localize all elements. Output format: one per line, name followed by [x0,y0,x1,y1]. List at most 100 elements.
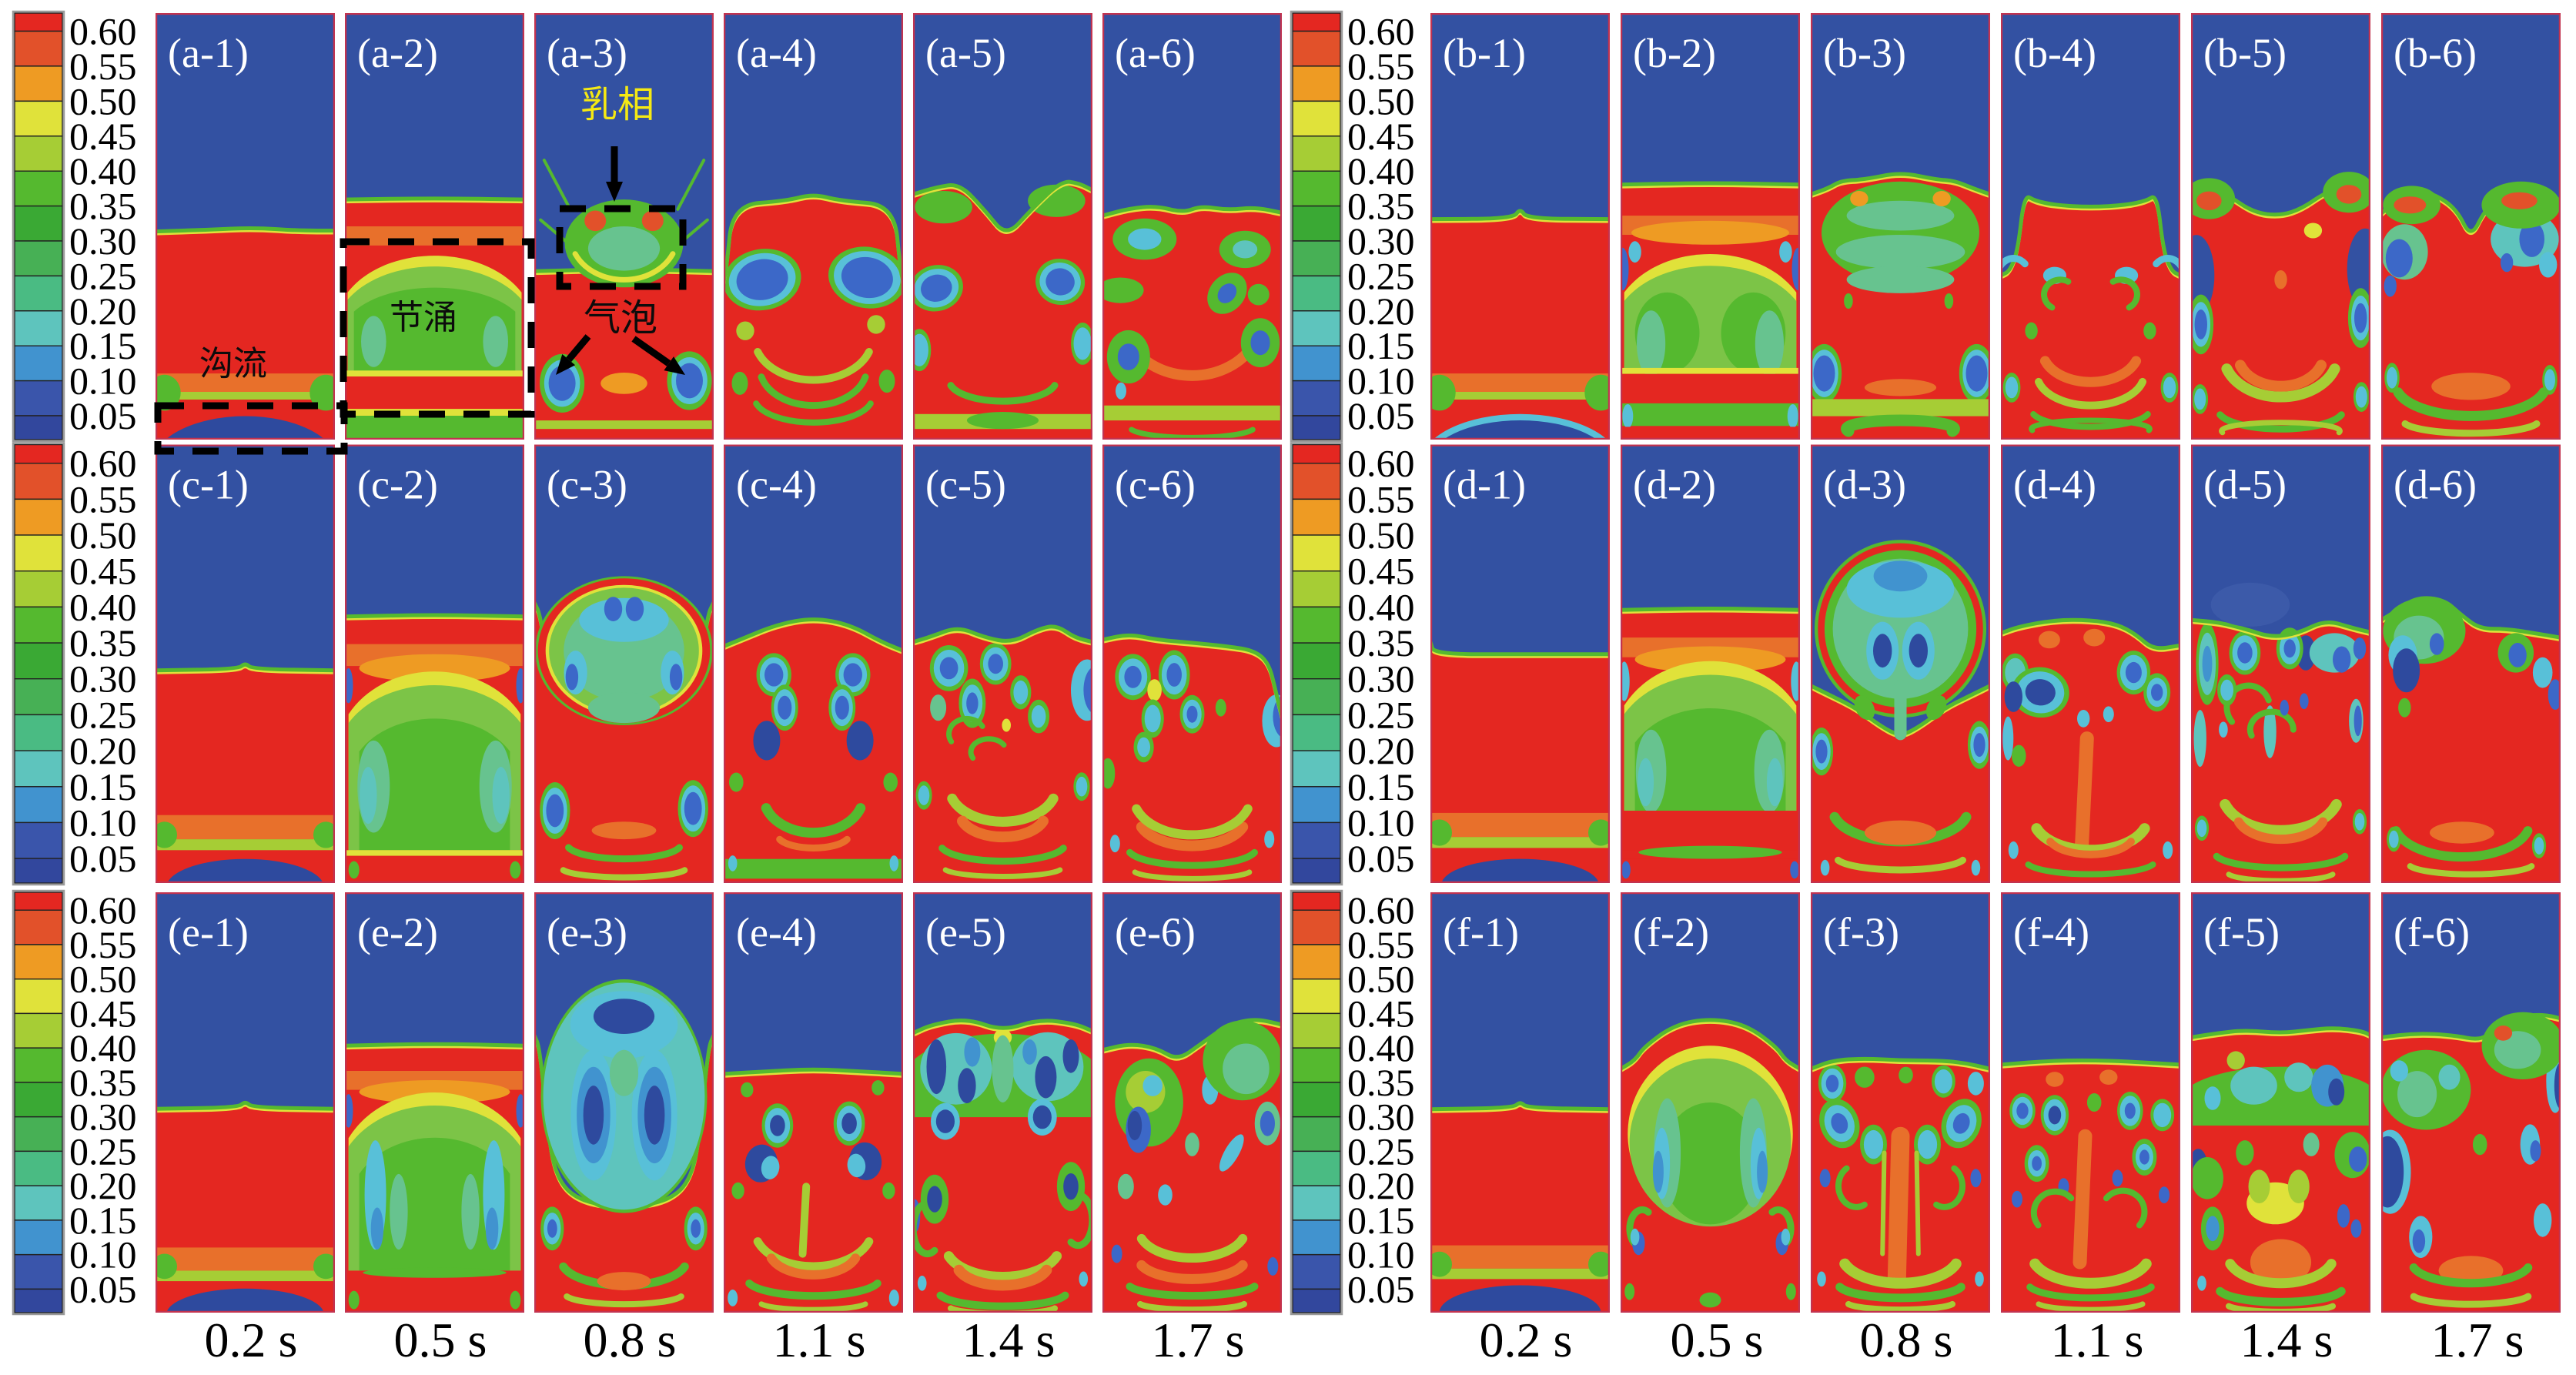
svg-text:0.40: 0.40 [69,149,137,192]
svg-text:(c-1): (c-1) [168,462,249,508]
svg-text:(b-5): (b-5) [2203,30,2287,76]
svg-text:(f-1): (f-1) [1443,909,1519,955]
svg-text:0.10: 0.10 [1347,360,1415,403]
svg-text:0.40: 0.40 [1347,1026,1415,1069]
svg-text:沟流: 沟流 [199,345,267,383]
svg-text:0.50: 0.50 [1347,958,1415,1001]
svg-text:0.10: 0.10 [69,1233,137,1276]
svg-text:0.15: 0.15 [1347,1199,1415,1242]
svg-text:(c-4): (c-4) [736,462,817,508]
svg-text:1.7 s: 1.7 s [1152,1313,1245,1367]
svg-text:(c-6): (c-6) [1115,462,1196,508]
svg-text:0.55: 0.55 [1347,923,1415,966]
svg-text:(b-6): (b-6) [2394,30,2477,76]
svg-text:0.25: 0.25 [69,1129,137,1173]
svg-text:0.45: 0.45 [69,115,137,158]
svg-text:0.55: 0.55 [1347,477,1415,520]
svg-text:(d-3): (d-3) [1823,462,1906,508]
svg-text:(a-1): (a-1) [168,30,249,76]
svg-text:0.25: 0.25 [1347,1129,1415,1173]
svg-text:(c-3): (c-3) [547,462,627,508]
svg-text:0.60: 0.60 [1347,888,1415,932]
svg-text:0.05: 0.05 [69,1267,137,1310]
svg-text:0.2 s: 0.2 s [1480,1313,1573,1367]
svg-text:0.60: 0.60 [69,10,137,53]
svg-text:0.15: 0.15 [69,1199,137,1242]
svg-text:0.50: 0.50 [69,79,137,122]
svg-text:0.30: 0.30 [1347,1096,1415,1139]
svg-text:(d-1): (d-1) [1443,462,1526,508]
svg-text:0.05: 0.05 [69,394,137,437]
svg-text:(d-5): (d-5) [2203,462,2287,508]
svg-text:0.50: 0.50 [1347,79,1415,122]
svg-text:0.40: 0.40 [1347,149,1415,192]
svg-text:(c-5): (c-5) [925,462,1006,508]
svg-text:0.40: 0.40 [1347,585,1415,628]
svg-text:(b-3): (b-3) [1823,30,1906,76]
svg-text:(b-2): (b-2) [1633,30,1716,76]
svg-text:0.10: 0.10 [69,360,137,403]
svg-text:0.60: 0.60 [69,442,137,485]
svg-text:(f-6): (f-6) [2394,909,2470,955]
svg-text:0.60: 0.60 [1347,10,1415,53]
svg-text:1.1 s: 1.1 s [2051,1313,2144,1367]
svg-text:0.30: 0.30 [69,1096,137,1139]
svg-text:0.45: 0.45 [1347,550,1415,593]
svg-text:(e-3): (e-3) [547,909,627,955]
svg-text:0.20: 0.20 [1347,1164,1415,1207]
svg-text:0.15: 0.15 [69,765,137,808]
svg-text:(b-4): (b-4) [2013,30,2096,76]
svg-text:0.50: 0.50 [1347,514,1415,557]
svg-text:0.55: 0.55 [69,45,137,88]
svg-text:0.8 s: 0.8 s [584,1313,677,1367]
svg-text:0.50: 0.50 [69,514,137,557]
svg-text:0.55: 0.55 [69,477,137,520]
svg-text:1.4 s: 1.4 s [962,1313,1055,1367]
svg-text:0.8 s: 0.8 s [1860,1313,1953,1367]
svg-text:1.7 s: 1.7 s [2431,1313,2524,1367]
svg-text:气泡: 气泡 [584,298,657,339]
svg-text:0.40: 0.40 [69,585,137,628]
svg-text:0.35: 0.35 [69,1061,137,1104]
svg-text:(a-5): (a-5) [925,30,1006,76]
svg-text:0.15: 0.15 [1347,765,1415,808]
svg-text:(e-6): (e-6) [1115,909,1196,955]
svg-text:0.2 s: 0.2 s [205,1313,298,1367]
svg-text:0.55: 0.55 [69,923,137,966]
svg-text:(b-1): (b-1) [1443,30,1526,76]
svg-text:(a-4): (a-4) [736,30,817,76]
svg-text:0.10: 0.10 [69,801,137,844]
svg-text:(a-2): (a-2) [357,30,438,76]
svg-text:(a-6): (a-6) [1115,30,1196,76]
svg-text:0.5 s: 0.5 s [394,1313,487,1367]
svg-text:0.10: 0.10 [1347,801,1415,844]
svg-text:0.05: 0.05 [1347,394,1415,437]
svg-text:0.35: 0.35 [69,621,137,664]
svg-text:0.30: 0.30 [1347,657,1415,701]
svg-text:0.15: 0.15 [69,324,137,367]
svg-text:0.45: 0.45 [69,992,137,1035]
svg-text:(d-6): (d-6) [2394,462,2477,508]
svg-text:0.25: 0.25 [69,254,137,297]
svg-text:(f-2): (f-2) [1633,909,1709,955]
svg-text:(f-4): (f-4) [2013,909,2089,955]
svg-text:0.15: 0.15 [1347,324,1415,367]
svg-text:节涌: 节涌 [390,299,457,336]
svg-text:乳相: 乳相 [580,85,654,125]
svg-text:(f-5): (f-5) [2203,909,2280,955]
svg-text:1.4 s: 1.4 s [2240,1313,2333,1367]
svg-text:0.45: 0.45 [69,550,137,593]
svg-text:0.25: 0.25 [1347,254,1415,297]
svg-text:(d-2): (d-2) [1633,462,1716,508]
svg-text:0.20: 0.20 [69,729,137,772]
svg-text:0.30: 0.30 [1347,219,1415,263]
svg-text:0.30: 0.30 [69,657,137,701]
svg-text:0.35: 0.35 [1347,1061,1415,1104]
svg-text:0.50: 0.50 [69,958,137,1001]
svg-text:0.05: 0.05 [1347,837,1415,880]
svg-text:0.35: 0.35 [1347,185,1415,228]
svg-text:0.20: 0.20 [1347,289,1415,333]
svg-text:0.05: 0.05 [69,837,137,880]
svg-text:(e-4): (e-4) [736,909,817,955]
svg-text:0.60: 0.60 [69,888,137,932]
